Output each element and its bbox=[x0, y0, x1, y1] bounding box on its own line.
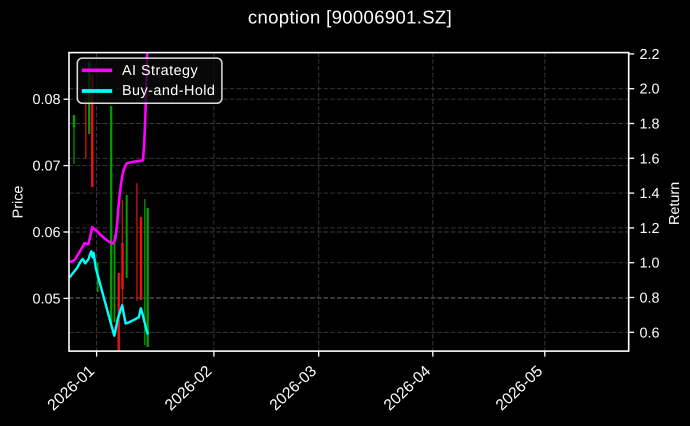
svg-text:1.2: 1.2 bbox=[640, 221, 660, 237]
svg-text:Return: Return bbox=[667, 182, 683, 225]
svg-text:1.8: 1.8 bbox=[640, 117, 660, 133]
svg-text:0.07: 0.07 bbox=[32, 159, 60, 175]
svg-text:2.2: 2.2 bbox=[640, 47, 660, 63]
svg-text:1.6: 1.6 bbox=[640, 151, 660, 167]
svg-text:cnoption [90006901.SZ]: cnoption [90006901.SZ] bbox=[248, 7, 452, 28]
svg-text:AI Strategy: AI Strategy bbox=[122, 63, 198, 79]
svg-text:1.0: 1.0 bbox=[640, 256, 660, 272]
svg-text:Buy-and-Hold: Buy-and-Hold bbox=[122, 83, 215, 99]
svg-text:2.0: 2.0 bbox=[640, 82, 660, 98]
svg-text:0.06: 0.06 bbox=[32, 225, 60, 241]
svg-text:0.05: 0.05 bbox=[32, 291, 60, 307]
svg-text:0.8: 0.8 bbox=[640, 291, 660, 307]
svg-text:Price: Price bbox=[10, 186, 26, 219]
svg-text:1.4: 1.4 bbox=[640, 186, 660, 202]
svg-text:0.6: 0.6 bbox=[640, 325, 660, 341]
svg-text:0.08: 0.08 bbox=[32, 92, 60, 108]
